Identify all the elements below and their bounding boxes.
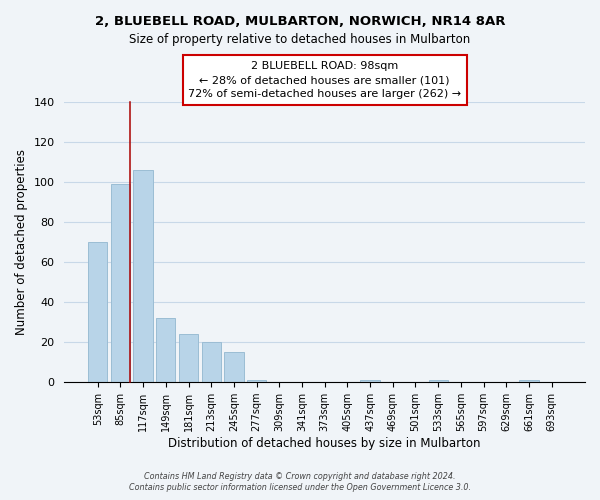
Text: Contains HM Land Registry data © Crown copyright and database right 2024.
Contai: Contains HM Land Registry data © Crown c… xyxy=(129,472,471,492)
X-axis label: Distribution of detached houses by size in Mulbarton: Distribution of detached houses by size … xyxy=(169,437,481,450)
Y-axis label: Number of detached properties: Number of detached properties xyxy=(15,149,28,335)
Bar xyxy=(202,342,221,382)
Text: 2 BLUEBELL ROAD: 98sqm
← 28% of detached houses are smaller (101)
72% of semi-de: 2 BLUEBELL ROAD: 98sqm ← 28% of detached… xyxy=(188,61,461,99)
Bar xyxy=(111,184,130,382)
Bar xyxy=(247,380,266,382)
Text: Size of property relative to detached houses in Mulbarton: Size of property relative to detached ho… xyxy=(130,32,470,46)
Bar xyxy=(156,318,175,382)
Bar xyxy=(361,380,380,382)
Bar xyxy=(179,334,198,382)
Text: 2, BLUEBELL ROAD, MULBARTON, NORWICH, NR14 8AR: 2, BLUEBELL ROAD, MULBARTON, NORWICH, NR… xyxy=(95,15,505,28)
Bar xyxy=(88,242,107,382)
Bar xyxy=(520,380,539,382)
Bar xyxy=(133,170,153,382)
Bar xyxy=(224,352,244,382)
Bar xyxy=(428,380,448,382)
